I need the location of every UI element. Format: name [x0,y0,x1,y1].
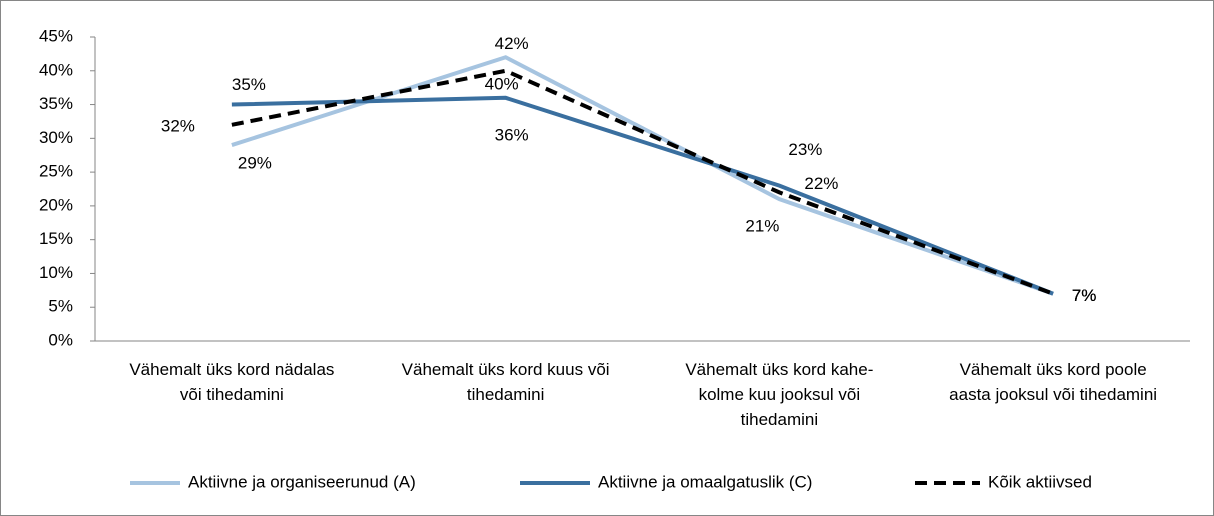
data-label: 29% [238,154,272,173]
y-tick-label: 20% [39,195,73,214]
x-tick-label: Vähemalt üks kord kuus või tihedamini [402,360,610,404]
legend-label: Aktiivne ja omaalgatuslik (C) [598,472,812,491]
y-tick-label: 45% [39,26,73,45]
data-label: 42% [495,34,529,53]
x-tick-label: Vähemalt üks kord poole aasta jooksul või… [949,360,1157,404]
y-tick-label: 30% [39,128,73,147]
data-label: 22% [804,174,838,193]
y-tick-label: 10% [39,263,73,282]
y-tick-label: 25% [39,162,73,181]
x-tick-label: Vähemalt üks kord kahe-kolme kuu jooksul… [685,360,873,429]
data-label: 7% [1072,286,1097,305]
data-label: 32% [161,116,195,135]
data-label: 35% [232,75,266,94]
data-label: 23% [788,140,822,159]
series-line [231,68,1054,296]
y-tick-label: 15% [39,229,73,248]
y-tick-label: 0% [48,330,73,349]
y-tick-label: 40% [39,60,73,79]
data-label: 7% [1072,286,1097,305]
y-tick-label: 35% [39,94,73,113]
data-label: 7% [1072,286,1097,305]
data-label: 21% [745,217,779,236]
data-label: 40% [485,74,519,93]
series-line [231,95,1054,296]
x-tick-label: Vähemalt üks kord nädalas või tihedamini [129,360,334,404]
legend-label: Aktiivne ja organiseerunud (A) [188,472,416,491]
legend-label: Kõik aktiivsed [988,472,1092,491]
y-tick-label: 5% [48,297,73,316]
data-label: 36% [495,125,529,144]
